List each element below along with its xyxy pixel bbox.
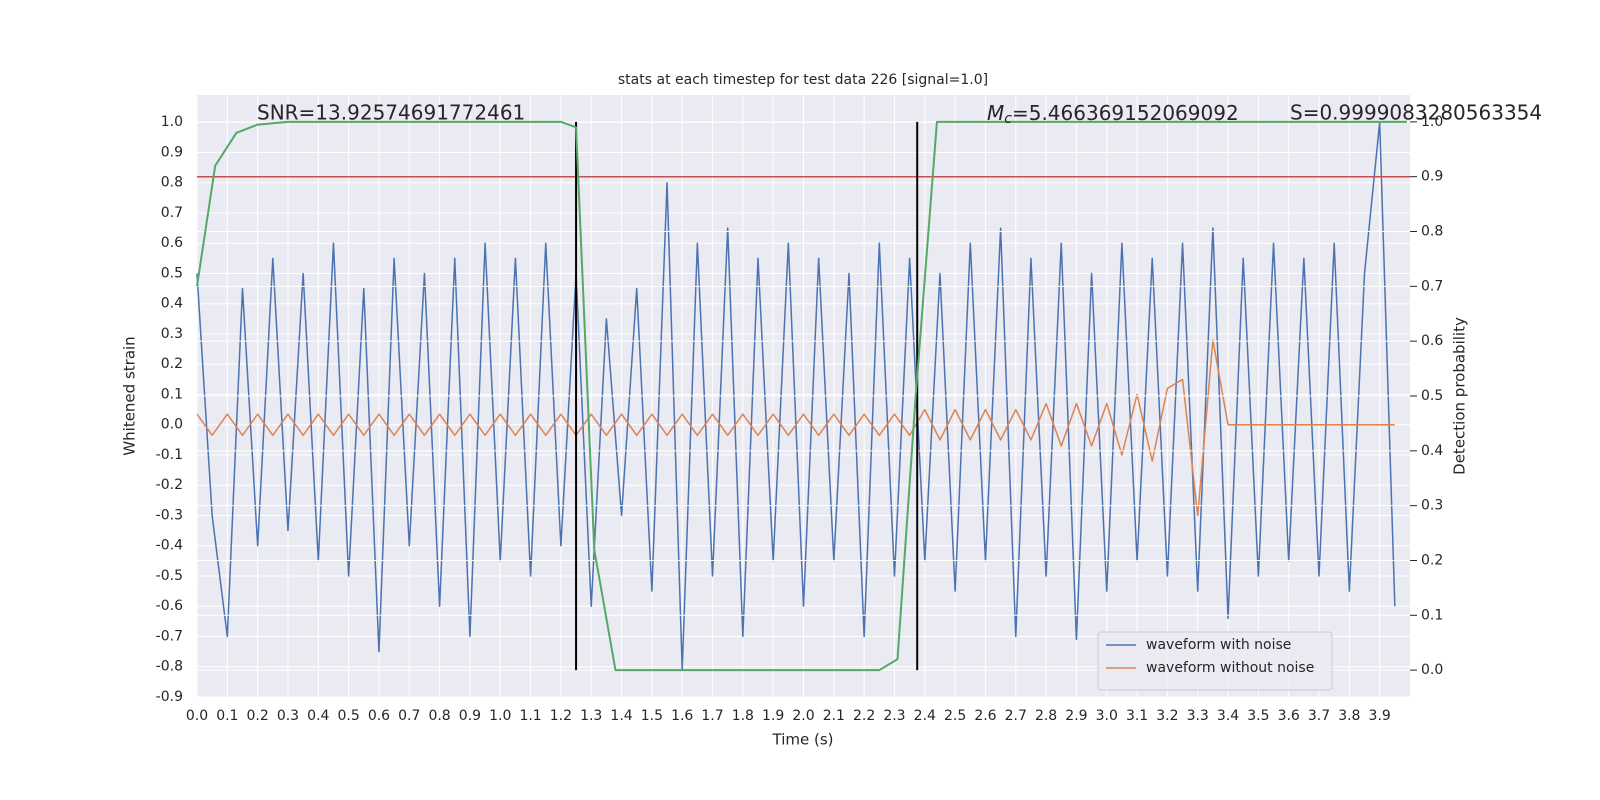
y2-tick-label: 0.7 xyxy=(1421,278,1443,294)
y-axis-label: Whitened strain xyxy=(121,336,139,455)
y-tick-label: -0.7 xyxy=(156,628,183,644)
x-tick-label: 1.0 xyxy=(489,708,511,724)
y-tick-label: 1.0 xyxy=(161,114,183,130)
y2-tick-label: 0.8 xyxy=(1421,224,1443,240)
x-tick-label: 3.0 xyxy=(1096,708,1118,724)
x-tick-label: 1.1 xyxy=(519,708,541,724)
x-tick-label: 0.3 xyxy=(277,708,299,724)
y-tick-label: -0.1 xyxy=(156,447,183,463)
x-tick-label: 2.1 xyxy=(823,708,845,724)
x-tick-label: 3.7 xyxy=(1308,708,1330,724)
y-tick-label: -0.6 xyxy=(156,598,183,614)
x-tick-label: 0.8 xyxy=(428,708,450,724)
y2-tick-label: 0.0 xyxy=(1421,662,1443,678)
x-tick-label: 0.1 xyxy=(216,708,238,724)
y-tick-label: 0.0 xyxy=(161,417,183,433)
y-tick-label: 0.5 xyxy=(161,265,183,281)
annotation-text: =5.466369152069092 xyxy=(1012,101,1239,125)
x-tick-label: 0.7 xyxy=(398,708,420,724)
x-tick-label: 0.9 xyxy=(459,708,481,724)
x-tick-label: 2.3 xyxy=(883,708,905,724)
x-tick-label: 0.6 xyxy=(368,708,390,724)
annotation: SNR=13.92574691772461 xyxy=(257,101,525,125)
x-tick-label: 3.9 xyxy=(1369,708,1391,724)
y2-tick-label: 0.6 xyxy=(1421,333,1443,349)
x-tick-label: 2.7 xyxy=(1005,708,1027,724)
x-tick-label: 3.6 xyxy=(1278,708,1300,724)
x-tick-label: 1.3 xyxy=(580,708,602,724)
y-tick-label: -0.5 xyxy=(156,568,183,584)
y-tick-label: 0.9 xyxy=(161,144,183,160)
y2-tick-label: 0.4 xyxy=(1421,443,1443,459)
y2-axis-label: Detection probability xyxy=(1451,317,1469,475)
x-tick-label: 2.2 xyxy=(853,708,875,724)
y-tick-label: 0.8 xyxy=(161,175,183,191)
y-tick-label: -0.8 xyxy=(156,659,183,675)
x-tick-label: 1.2 xyxy=(550,708,572,724)
x-tick-label: 1.7 xyxy=(701,708,723,724)
x-axis-label: Time (s) xyxy=(772,731,834,749)
x-tick-label: 0.0 xyxy=(186,708,208,724)
y-tick-label: 0.3 xyxy=(161,326,183,342)
x-tick-label: 3.8 xyxy=(1338,708,1360,724)
y2-tick-label: 1.0 xyxy=(1421,114,1443,130)
annotation: Mc=5.466369152069092 xyxy=(987,101,1239,128)
x-tick-label: 1.5 xyxy=(641,708,663,724)
legend-label: waveform with noise xyxy=(1146,637,1291,653)
y-tick-label: -0.4 xyxy=(156,538,183,554)
x-tick-label: 2.6 xyxy=(974,708,996,724)
annotation: S=0.9999083280563354 xyxy=(1290,101,1542,125)
annotation-symbol: M xyxy=(987,101,1004,125)
x-tick-label: 2.4 xyxy=(914,708,936,724)
series-line xyxy=(196,339,1395,517)
x-tick-label: 2.5 xyxy=(944,708,966,724)
x-tick-label: 3.2 xyxy=(1156,708,1178,724)
y-tick-label: -0.9 xyxy=(156,689,183,705)
x-tick-label: 3.1 xyxy=(1126,708,1148,724)
x-tick-label: 1.8 xyxy=(732,708,754,724)
x-tick-label: 0.2 xyxy=(247,708,269,724)
y-tick-label: 0.1 xyxy=(161,386,183,402)
y-tick-label: -0.3 xyxy=(156,507,183,523)
y2-tick-label: 0.2 xyxy=(1421,552,1443,568)
x-tick-label: 2.8 xyxy=(1035,708,1057,724)
legend-box xyxy=(1097,631,1333,691)
x-tick-label: 3.4 xyxy=(1217,708,1239,724)
x-tick-label: 2.9 xyxy=(1065,708,1087,724)
legend-label: waveform without noise xyxy=(1146,660,1314,676)
x-tick-label: 2.0 xyxy=(792,708,814,724)
x-tick-label: 3.5 xyxy=(1247,708,1269,724)
x-tick-label: 1.4 xyxy=(610,708,632,724)
y2-tick-label: 0.5 xyxy=(1421,388,1443,404)
x-tick-label: 0.4 xyxy=(307,708,329,724)
y2-tick-label: 0.1 xyxy=(1421,607,1443,623)
y-tick-label: 0.6 xyxy=(161,235,183,251)
y-tick-label: 0.2 xyxy=(161,356,183,372)
chart-title: stats at each timestep for test data 226… xyxy=(618,72,988,88)
annotation-subscript: c xyxy=(1004,111,1012,127)
y-tick-label: -0.2 xyxy=(156,477,183,493)
series-line xyxy=(196,120,1407,672)
y-tick-label: 0.4 xyxy=(161,296,183,312)
x-tick-label: 0.5 xyxy=(337,708,359,724)
x-tick-label: 1.9 xyxy=(762,708,784,724)
x-tick-label: 1.6 xyxy=(671,708,693,724)
y2-tick-label: 0.9 xyxy=(1421,169,1443,185)
x-tick-label: 3.3 xyxy=(1187,708,1209,724)
y-tick-label: 0.7 xyxy=(161,205,183,221)
y2-tick-label: 0.3 xyxy=(1421,498,1443,514)
